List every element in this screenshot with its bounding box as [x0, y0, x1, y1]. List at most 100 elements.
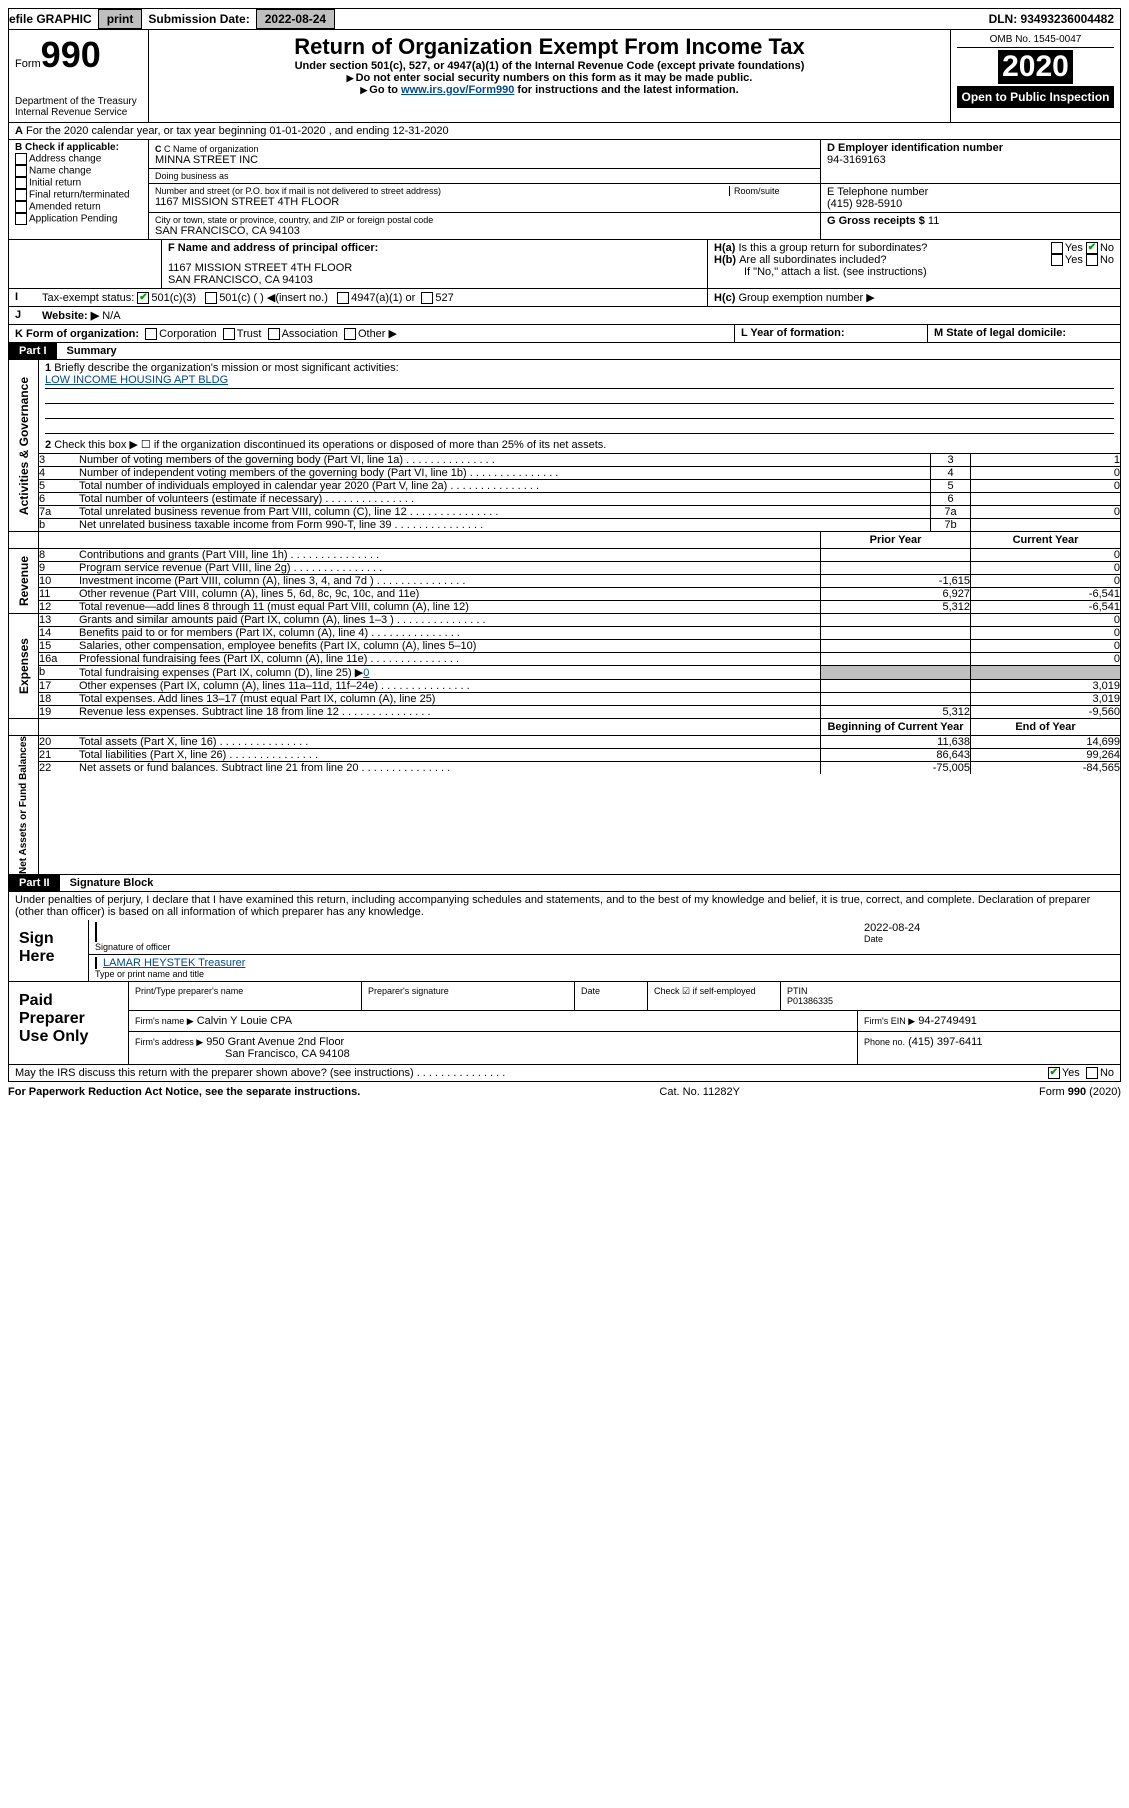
- subdate-label: Submission Date:: [148, 12, 249, 26]
- irs-label: Internal Revenue Service: [15, 107, 142, 118]
- begin-year-hdr: Beginning of Current Year: [820, 719, 970, 735]
- firm-ein: 94-2749491: [918, 1015, 977, 1027]
- side-activities: Activities & Governance: [17, 377, 31, 515]
- l-label: L Year of formation:: [741, 327, 845, 339]
- form-title: Return of Organization Exempt From Incom…: [155, 34, 944, 60]
- firm-name-label: Firm's name ▶: [135, 1016, 194, 1026]
- assoc-checkbox[interactable]: [268, 328, 280, 340]
- tax-year: 2020: [998, 50, 1073, 84]
- trust-checkbox[interactable]: [223, 328, 235, 340]
- hc-label: Group exemption number ▶: [738, 292, 874, 304]
- form-footer: Form 990 (2020): [1039, 1086, 1121, 1098]
- ptin: P01386335: [787, 996, 1114, 1006]
- addr-change-checkbox[interactable]: [15, 153, 27, 165]
- officer-addr1: 1167 MISSION STREET 4TH FLOOR: [168, 262, 701, 274]
- sign-here-label: Sign Here: [9, 920, 89, 981]
- dln: DLN: 93493236004482: [989, 12, 1120, 26]
- v7a: 0: [970, 506, 1120, 518]
- d-label: D Employer identification number: [827, 142, 1114, 154]
- e-label: E Telephone number: [827, 186, 1114, 198]
- submission-date: 2022-08-24: [256, 9, 335, 29]
- officer-name[interactable]: LAMAR HEYSTEK Treasurer: [103, 957, 245, 969]
- prep-phone: (415) 397-6411: [908, 1036, 982, 1048]
- part1-title: Summary: [57, 345, 117, 357]
- omb-number: OMB No. 1545-0047: [957, 34, 1114, 48]
- discuss-text: May the IRS discuss this return with the…: [9, 1065, 958, 1081]
- open-public: Open to Public Inspection: [957, 86, 1114, 108]
- efile-label: efile GRAPHIC: [9, 12, 92, 26]
- sig-date: 2022-08-24: [864, 922, 1114, 934]
- v3: 1: [970, 454, 1120, 466]
- prior-year-hdr: Prior Year: [820, 532, 970, 548]
- paid-preparer-label: Paid Preparer Use Only: [9, 982, 129, 1064]
- mission-text[interactable]: LOW INCOME HOUSING APT BLDG: [45, 374, 228, 386]
- other-checkbox[interactable]: [344, 328, 356, 340]
- ha-label: Is this a group return for subordinates?: [738, 242, 1050, 254]
- l4: Number of independent voting members of …: [79, 467, 930, 479]
- 4947-checkbox[interactable]: [337, 292, 349, 304]
- l5: Total number of individuals employed in …: [79, 480, 930, 492]
- hb-note: If "No," attach a list. (see instruction…: [714, 266, 1114, 278]
- date-label: Date: [575, 982, 648, 1010]
- dept-treasury: Department of the Treasury: [15, 96, 142, 107]
- part1-header: Part I: [9, 343, 57, 359]
- corp-checkbox[interactable]: [145, 328, 157, 340]
- officer-addr2: SAN FRANCISCO, CA 94103: [168, 274, 701, 286]
- discuss-yes-checkbox[interactable]: [1048, 1067, 1060, 1079]
- website-label: Website: ▶: [42, 310, 99, 322]
- org-name: MINNA STREET INC: [155, 154, 816, 166]
- k-label: K Form of organization:: [15, 328, 139, 340]
- print-button[interactable]: print: [98, 9, 143, 29]
- phone: (415) 928-5910: [827, 198, 1114, 210]
- topbar: efile GRAPHIC print Submission Date: 202…: [8, 8, 1121, 30]
- ptin-label: PTIN: [787, 986, 1114, 996]
- end-year-hdr: End of Year: [970, 719, 1120, 735]
- final-return-checkbox[interactable]: [15, 189, 27, 201]
- prep-sig-label: Preparer's signature: [362, 982, 575, 1010]
- room-label: Room/suite: [729, 186, 814, 196]
- g-label: G Gross receipts $: [827, 215, 925, 227]
- app-pending-checkbox[interactable]: [15, 213, 27, 225]
- arrow-icon: [360, 84, 369, 96]
- print-name-label: Print/Type preparer's name: [129, 982, 362, 1010]
- website-value: N/A: [102, 310, 120, 322]
- v6: [970, 493, 1120, 505]
- form-number: 990: [41, 34, 101, 75]
- v5: 0: [970, 480, 1120, 492]
- amended-checkbox[interactable]: [15, 201, 27, 213]
- m-label: M State of legal domicile:: [934, 327, 1066, 339]
- firm-ein-label: Firm's EIN ▶: [864, 1016, 915, 1026]
- ha-yes-checkbox[interactable]: [1051, 242, 1063, 254]
- 501c3-checkbox[interactable]: [137, 292, 149, 304]
- fundraising-link[interactable]: 0: [363, 667, 369, 679]
- ein: 94-3169163: [827, 154, 1114, 166]
- cat-number: Cat. No. 11282Y: [659, 1086, 740, 1098]
- name-change-checkbox[interactable]: [15, 165, 27, 177]
- discuss-no-checkbox[interactable]: [1086, 1067, 1098, 1079]
- date-label: Date: [864, 934, 1114, 944]
- initial-return-checkbox[interactable]: [15, 177, 27, 189]
- hb-yes-checkbox[interactable]: [1051, 254, 1063, 266]
- type-name-label: Type or print name and title: [95, 969, 1114, 979]
- l6: Total number of volunteers (estimate if …: [79, 493, 930, 505]
- header-sub1: Under section 501(c), 527, or 4947(a)(1)…: [155, 60, 944, 72]
- row-a-period: A For the 2020 calendar year, or tax yea…: [8, 123, 1121, 140]
- side-revenue: Revenue: [17, 556, 31, 606]
- sig-officer-label: Signature of officer: [95, 942, 864, 952]
- 501c-checkbox[interactable]: [205, 292, 217, 304]
- ha-no-checkbox[interactable]: [1086, 242, 1098, 254]
- 527-checkbox[interactable]: [421, 292, 433, 304]
- l7a: Total unrelated business revenue from Pa…: [79, 506, 930, 518]
- page-footer: For Paperwork Reduction Act Notice, see …: [8, 1082, 1121, 1102]
- firm-addr1: 950 Grant Avenue 2nd Floor: [206, 1036, 344, 1048]
- firm-addr2: San Francisco, CA 94108: [135, 1048, 851, 1060]
- paperwork-notice: For Paperwork Reduction Act Notice, see …: [8, 1086, 360, 1098]
- header-sub3-pre: Go to: [369, 84, 401, 96]
- f-label: F Name and address of principal officer:: [168, 242, 701, 254]
- hb-no-checkbox[interactable]: [1086, 254, 1098, 266]
- gross-receipts: 11: [928, 215, 939, 227]
- form990-link[interactable]: www.irs.gov/Form990: [401, 84, 514, 96]
- sign-here-block: Sign Here Signature of officer 2022-08-2…: [8, 920, 1121, 982]
- q2: Check this box ▶ ☐ if the organization d…: [54, 439, 606, 451]
- firm-name: Calvin Y Louie CPA: [197, 1015, 292, 1027]
